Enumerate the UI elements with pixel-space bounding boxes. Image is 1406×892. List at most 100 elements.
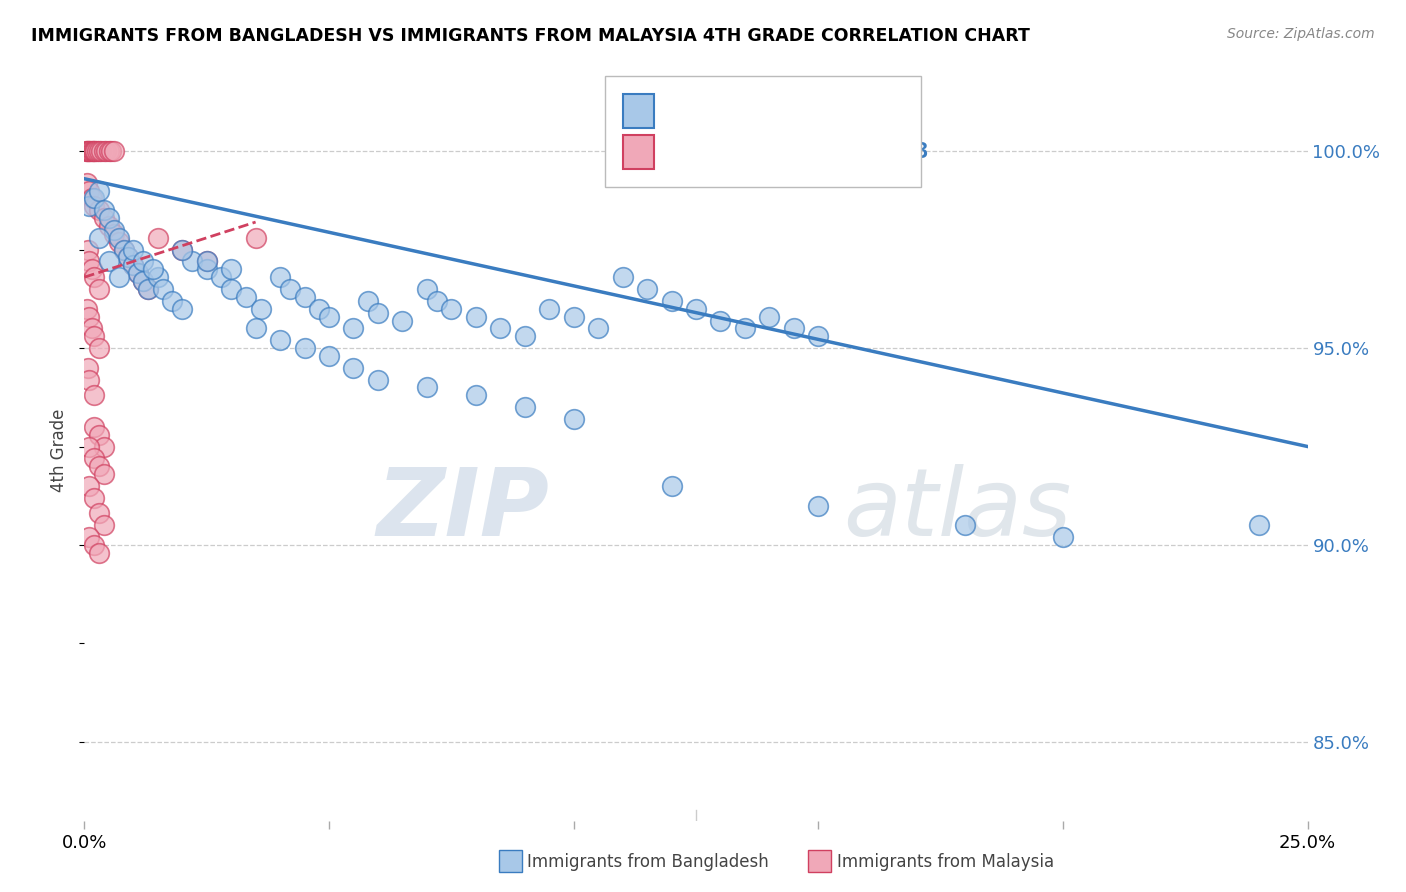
Point xyxy=(807,329,830,343)
Point xyxy=(76,301,98,316)
Point xyxy=(77,184,100,198)
Text: atlas: atlas xyxy=(842,464,1071,555)
Point xyxy=(209,270,232,285)
Point xyxy=(77,373,100,387)
Point xyxy=(77,530,100,544)
Point xyxy=(416,282,439,296)
Y-axis label: 4th Grade: 4th Grade xyxy=(51,409,69,492)
Point xyxy=(1247,518,1270,533)
Point xyxy=(77,144,100,158)
Point xyxy=(93,467,115,481)
Point xyxy=(93,144,115,158)
Point xyxy=(538,301,561,316)
Point xyxy=(80,321,103,335)
Point xyxy=(162,293,184,308)
Point xyxy=(80,144,103,158)
Point xyxy=(103,223,125,237)
Point xyxy=(82,144,104,158)
Point xyxy=(758,310,780,324)
Point xyxy=(87,184,110,198)
Point xyxy=(117,251,139,265)
Point xyxy=(219,262,242,277)
Point xyxy=(87,459,110,474)
Point xyxy=(87,427,110,442)
Point xyxy=(586,321,609,335)
Point xyxy=(103,144,125,158)
Point xyxy=(84,144,107,158)
Point xyxy=(342,360,364,375)
Point xyxy=(77,199,100,213)
Point xyxy=(83,329,105,343)
Point xyxy=(152,282,174,296)
Point xyxy=(127,266,149,280)
Point xyxy=(75,144,97,158)
Point xyxy=(661,293,683,308)
Point xyxy=(132,274,155,288)
Point xyxy=(685,301,707,316)
Point xyxy=(96,144,118,158)
Text: R = -0.378   N = 75: R = -0.378 N = 75 xyxy=(661,101,915,120)
Point xyxy=(77,243,100,257)
Point xyxy=(294,341,316,355)
Point xyxy=(416,380,439,394)
Point xyxy=(87,144,110,158)
Point xyxy=(93,518,115,533)
Point xyxy=(219,282,242,296)
Point xyxy=(87,231,110,245)
Point xyxy=(612,270,634,285)
Point xyxy=(80,262,103,277)
Point xyxy=(245,231,267,245)
Point xyxy=(146,270,169,285)
Point xyxy=(122,258,145,272)
Point xyxy=(308,301,330,316)
Point xyxy=(83,491,105,505)
Point xyxy=(953,518,976,533)
Point xyxy=(83,388,105,402)
Point xyxy=(136,282,159,296)
Point xyxy=(661,479,683,493)
Point xyxy=(464,310,486,324)
Point xyxy=(440,301,463,316)
Point xyxy=(117,251,139,265)
Point xyxy=(357,293,380,308)
Point xyxy=(80,191,103,205)
Point xyxy=(87,282,110,296)
Point xyxy=(77,360,100,375)
Point xyxy=(103,227,125,241)
Point xyxy=(97,211,120,226)
Point xyxy=(122,258,145,272)
Point xyxy=(269,270,291,285)
Point xyxy=(342,321,364,335)
Point xyxy=(513,329,536,343)
Point xyxy=(87,507,110,521)
Text: Immigrants from Malaysia: Immigrants from Malaysia xyxy=(837,853,1053,871)
Point xyxy=(83,420,105,434)
Point xyxy=(172,301,194,316)
Text: Source: ZipAtlas.com: Source: ZipAtlas.com xyxy=(1227,27,1375,41)
Point xyxy=(132,254,155,268)
Text: Immigrants from Bangladesh: Immigrants from Bangladesh xyxy=(527,853,769,871)
Point xyxy=(195,262,218,277)
Point xyxy=(76,144,98,158)
Point xyxy=(426,293,449,308)
Point xyxy=(77,144,100,158)
Point xyxy=(1052,530,1074,544)
Point xyxy=(90,144,112,158)
Point xyxy=(97,219,120,233)
Point xyxy=(172,243,194,257)
Point xyxy=(807,499,830,513)
Point xyxy=(245,321,267,335)
Point xyxy=(181,254,204,268)
Point xyxy=(235,290,257,304)
Point xyxy=(87,341,110,355)
Point xyxy=(83,191,105,205)
Point xyxy=(83,538,105,552)
Point xyxy=(367,373,389,387)
Point xyxy=(83,144,105,158)
Point xyxy=(93,440,115,454)
Point xyxy=(76,176,98,190)
Point xyxy=(269,333,291,347)
Point xyxy=(93,203,115,218)
Point xyxy=(112,243,135,257)
Point xyxy=(734,321,756,335)
